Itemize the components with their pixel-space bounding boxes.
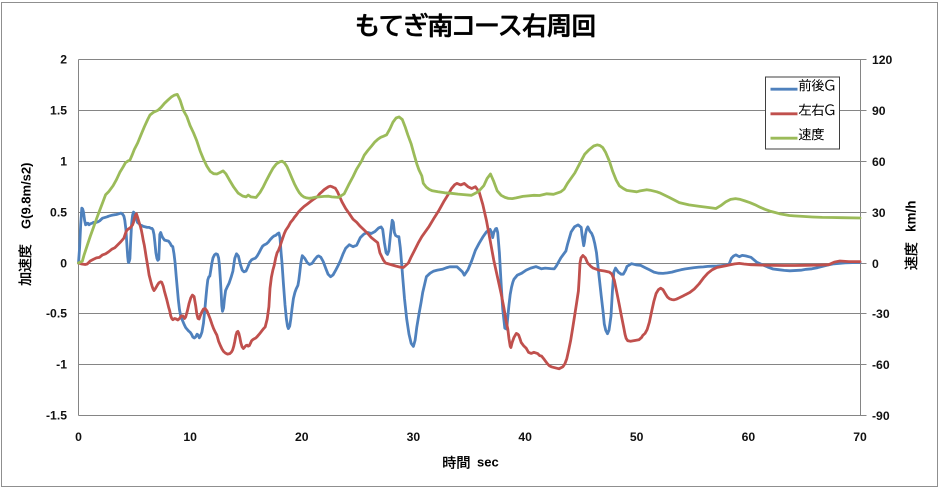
- svg-text:G(9.8m/s2): G(9.8m/s2): [19, 163, 34, 229]
- svg-text:90: 90: [872, 104, 886, 118]
- svg-text:1.5: 1.5: [50, 104, 67, 118]
- svg-text:0: 0: [872, 257, 879, 271]
- svg-text:0.5: 0.5: [50, 206, 67, 220]
- svg-text:30: 30: [872, 206, 886, 220]
- svg-text:60: 60: [742, 430, 756, 444]
- svg-text:sec: sec: [477, 455, 499, 470]
- svg-text:-1.5: -1.5: [46, 409, 67, 423]
- svg-text:40: 40: [518, 430, 532, 444]
- svg-text:20: 20: [295, 430, 309, 444]
- svg-text:km/h: km/h: [904, 200, 919, 232]
- svg-text:2: 2: [60, 53, 67, 67]
- svg-text:1: 1: [60, 155, 67, 169]
- svg-text:-0.5: -0.5: [46, 307, 67, 321]
- svg-text:30: 30: [407, 430, 421, 444]
- svg-text:0: 0: [75, 430, 82, 444]
- svg-text:120: 120: [872, 53, 893, 67]
- svg-text:-90: -90: [872, 409, 890, 423]
- svg-text:50: 50: [630, 430, 644, 444]
- svg-text:-1: -1: [56, 358, 67, 372]
- svg-text:60: 60: [872, 155, 886, 169]
- svg-text:70: 70: [853, 430, 867, 444]
- svg-text:-60: -60: [872, 358, 890, 372]
- svg-text:-30: -30: [872, 307, 890, 321]
- svg-text:10: 10: [183, 430, 197, 444]
- svg-text:0: 0: [60, 257, 67, 271]
